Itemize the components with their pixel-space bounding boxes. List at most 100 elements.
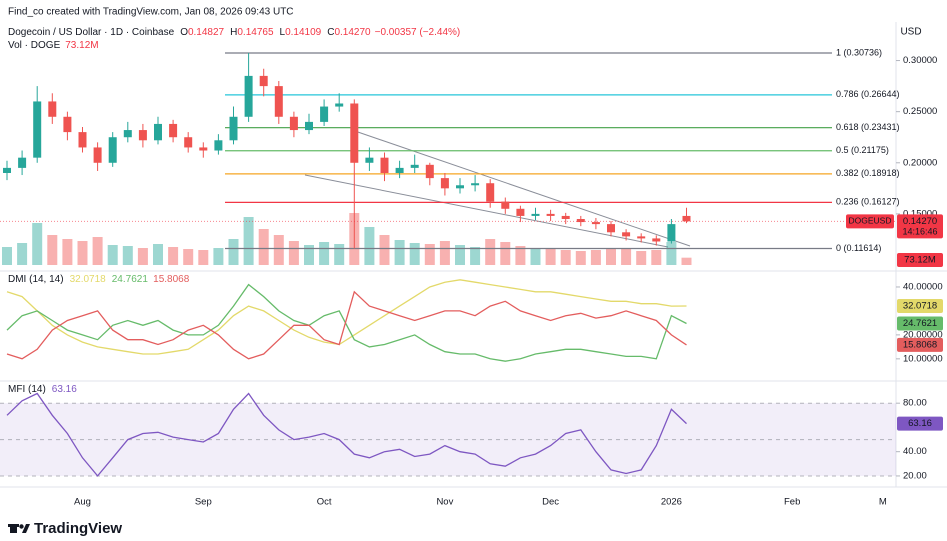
candle-body (410, 164, 419, 168)
volume-bar (243, 217, 254, 265)
volume-bar (394, 240, 405, 265)
x-tick-label: Oct (317, 497, 332, 508)
value-tag: 24.7621 (903, 318, 937, 329)
quote-value: 0.14827 (188, 27, 225, 38)
y-tick-label: 0.20000 (903, 157, 937, 168)
indicator-line (6, 392, 687, 477)
chart-subtitle: Find_co created with TradingView.com, Ja… (8, 7, 294, 18)
volume-bar (2, 247, 12, 265)
y-tick-label: 40.00 (903, 446, 927, 457)
indicator-value: 24.7621 (112, 274, 149, 285)
chart-header: Dogecoin / US Dollar · 1D · Coinbase O0.1… (8, 27, 460, 38)
volume-bar (636, 251, 647, 265)
volume-bar (198, 250, 209, 265)
quote-name: O (180, 27, 188, 38)
value-tag-box (897, 337, 943, 352)
volume-legend: Vol · DOGE 73.12M (8, 40, 99, 51)
candle-body (607, 224, 615, 233)
candle-body (516, 208, 525, 216)
volume-bar (258, 229, 269, 265)
fib-label: 1 (0.30736) (836, 47, 882, 57)
candle-body (320, 106, 329, 122)
x-tick-label: Sep (195, 497, 212, 508)
volume-bar (17, 243, 28, 265)
brand-logo (8, 524, 19, 527)
volume-bar (153, 244, 163, 265)
candle-body (274, 86, 283, 117)
candle-body (78, 132, 87, 148)
x-tick-label: Aug (74, 497, 91, 508)
last-price-box (897, 214, 943, 239)
brand-logo (22, 524, 30, 533)
fib-label: 0.5 (0.21175) (836, 145, 889, 155)
candle-body (440, 178, 449, 189)
candle-body (63, 116, 72, 133)
volume-bar (575, 251, 586, 265)
candle-body (350, 103, 359, 163)
candle-body (93, 147, 102, 163)
candle-body (561, 215, 570, 219)
candle-body (244, 75, 253, 117)
volume-bar (107, 245, 118, 265)
volume-bar (560, 250, 571, 265)
candle-body (622, 232, 631, 237)
candle-body (108, 137, 117, 163)
y-tick-label: 40.00000 (903, 281, 943, 292)
volume-bar (122, 246, 133, 265)
candle-body (48, 101, 57, 117)
indicator-line (6, 279, 687, 355)
volume-bar (515, 246, 526, 265)
value-tag-box (897, 298, 943, 313)
fib-label: 0.382 (0.18918) (836, 168, 900, 178)
candle-body (138, 130, 147, 141)
y-tick-label: 10.00000 (903, 353, 943, 364)
volume-bar (273, 235, 284, 265)
volume-bar (77, 241, 88, 265)
volume-bar (137, 248, 148, 265)
x-tick-label: Feb (784, 497, 800, 508)
trend-line (351, 129, 691, 247)
candle-body (169, 123, 178, 138)
volume-bar (47, 235, 58, 265)
y-tick-label: 80.00 (903, 398, 927, 409)
volume-tag: 73.12M (904, 255, 936, 266)
indicator-line (6, 283, 687, 362)
fib-label: 0.618 (0.23431) (836, 122, 900, 132)
candle-body (3, 167, 11, 173)
quote-change: −0.00357 (−2.44%) (375, 27, 461, 38)
volume-bar (606, 248, 616, 265)
volume-bar (364, 227, 375, 265)
symbol-tag: DOGEUSD (849, 216, 892, 226)
indicator-title: DMI (14, 14) (8, 274, 64, 285)
currency: USD (900, 27, 921, 38)
value-tag: 32.0718 (903, 300, 937, 311)
last-price-label: 0.14270 (903, 216, 937, 227)
candle-body (380, 157, 389, 173)
volume-bar (666, 242, 677, 265)
volume-bar (455, 245, 465, 265)
indicator-value: 15.8068 (153, 274, 190, 285)
candle-body (199, 147, 208, 151)
symbol-tag-box (846, 214, 894, 229)
candle-body (531, 213, 540, 216)
indicator-title: MFI (14) (8, 384, 46, 395)
indicator-legend: MFI (14) 63.16 (8, 384, 77, 395)
candle-body (576, 219, 585, 223)
volume-bar (590, 250, 601, 265)
volume-bar (621, 249, 632, 265)
volume-bar (681, 257, 692, 265)
candle-body (33, 101, 42, 158)
volume-last: 73.12M (65, 40, 98, 51)
value-tag: 63.16 (908, 418, 932, 429)
brand-name: TradingView (34, 520, 122, 537)
quote-value: 0.14270 (334, 27, 371, 38)
volume-bar (32, 223, 43, 265)
fib-label: 0.236 (0.16127) (836, 197, 900, 207)
candle-body (471, 183, 480, 186)
volume-bar (530, 248, 541, 265)
fib-label: 0 (0.11614) (836, 243, 881, 253)
volume-tag-box (897, 253, 943, 267)
volume-bar (213, 248, 224, 265)
